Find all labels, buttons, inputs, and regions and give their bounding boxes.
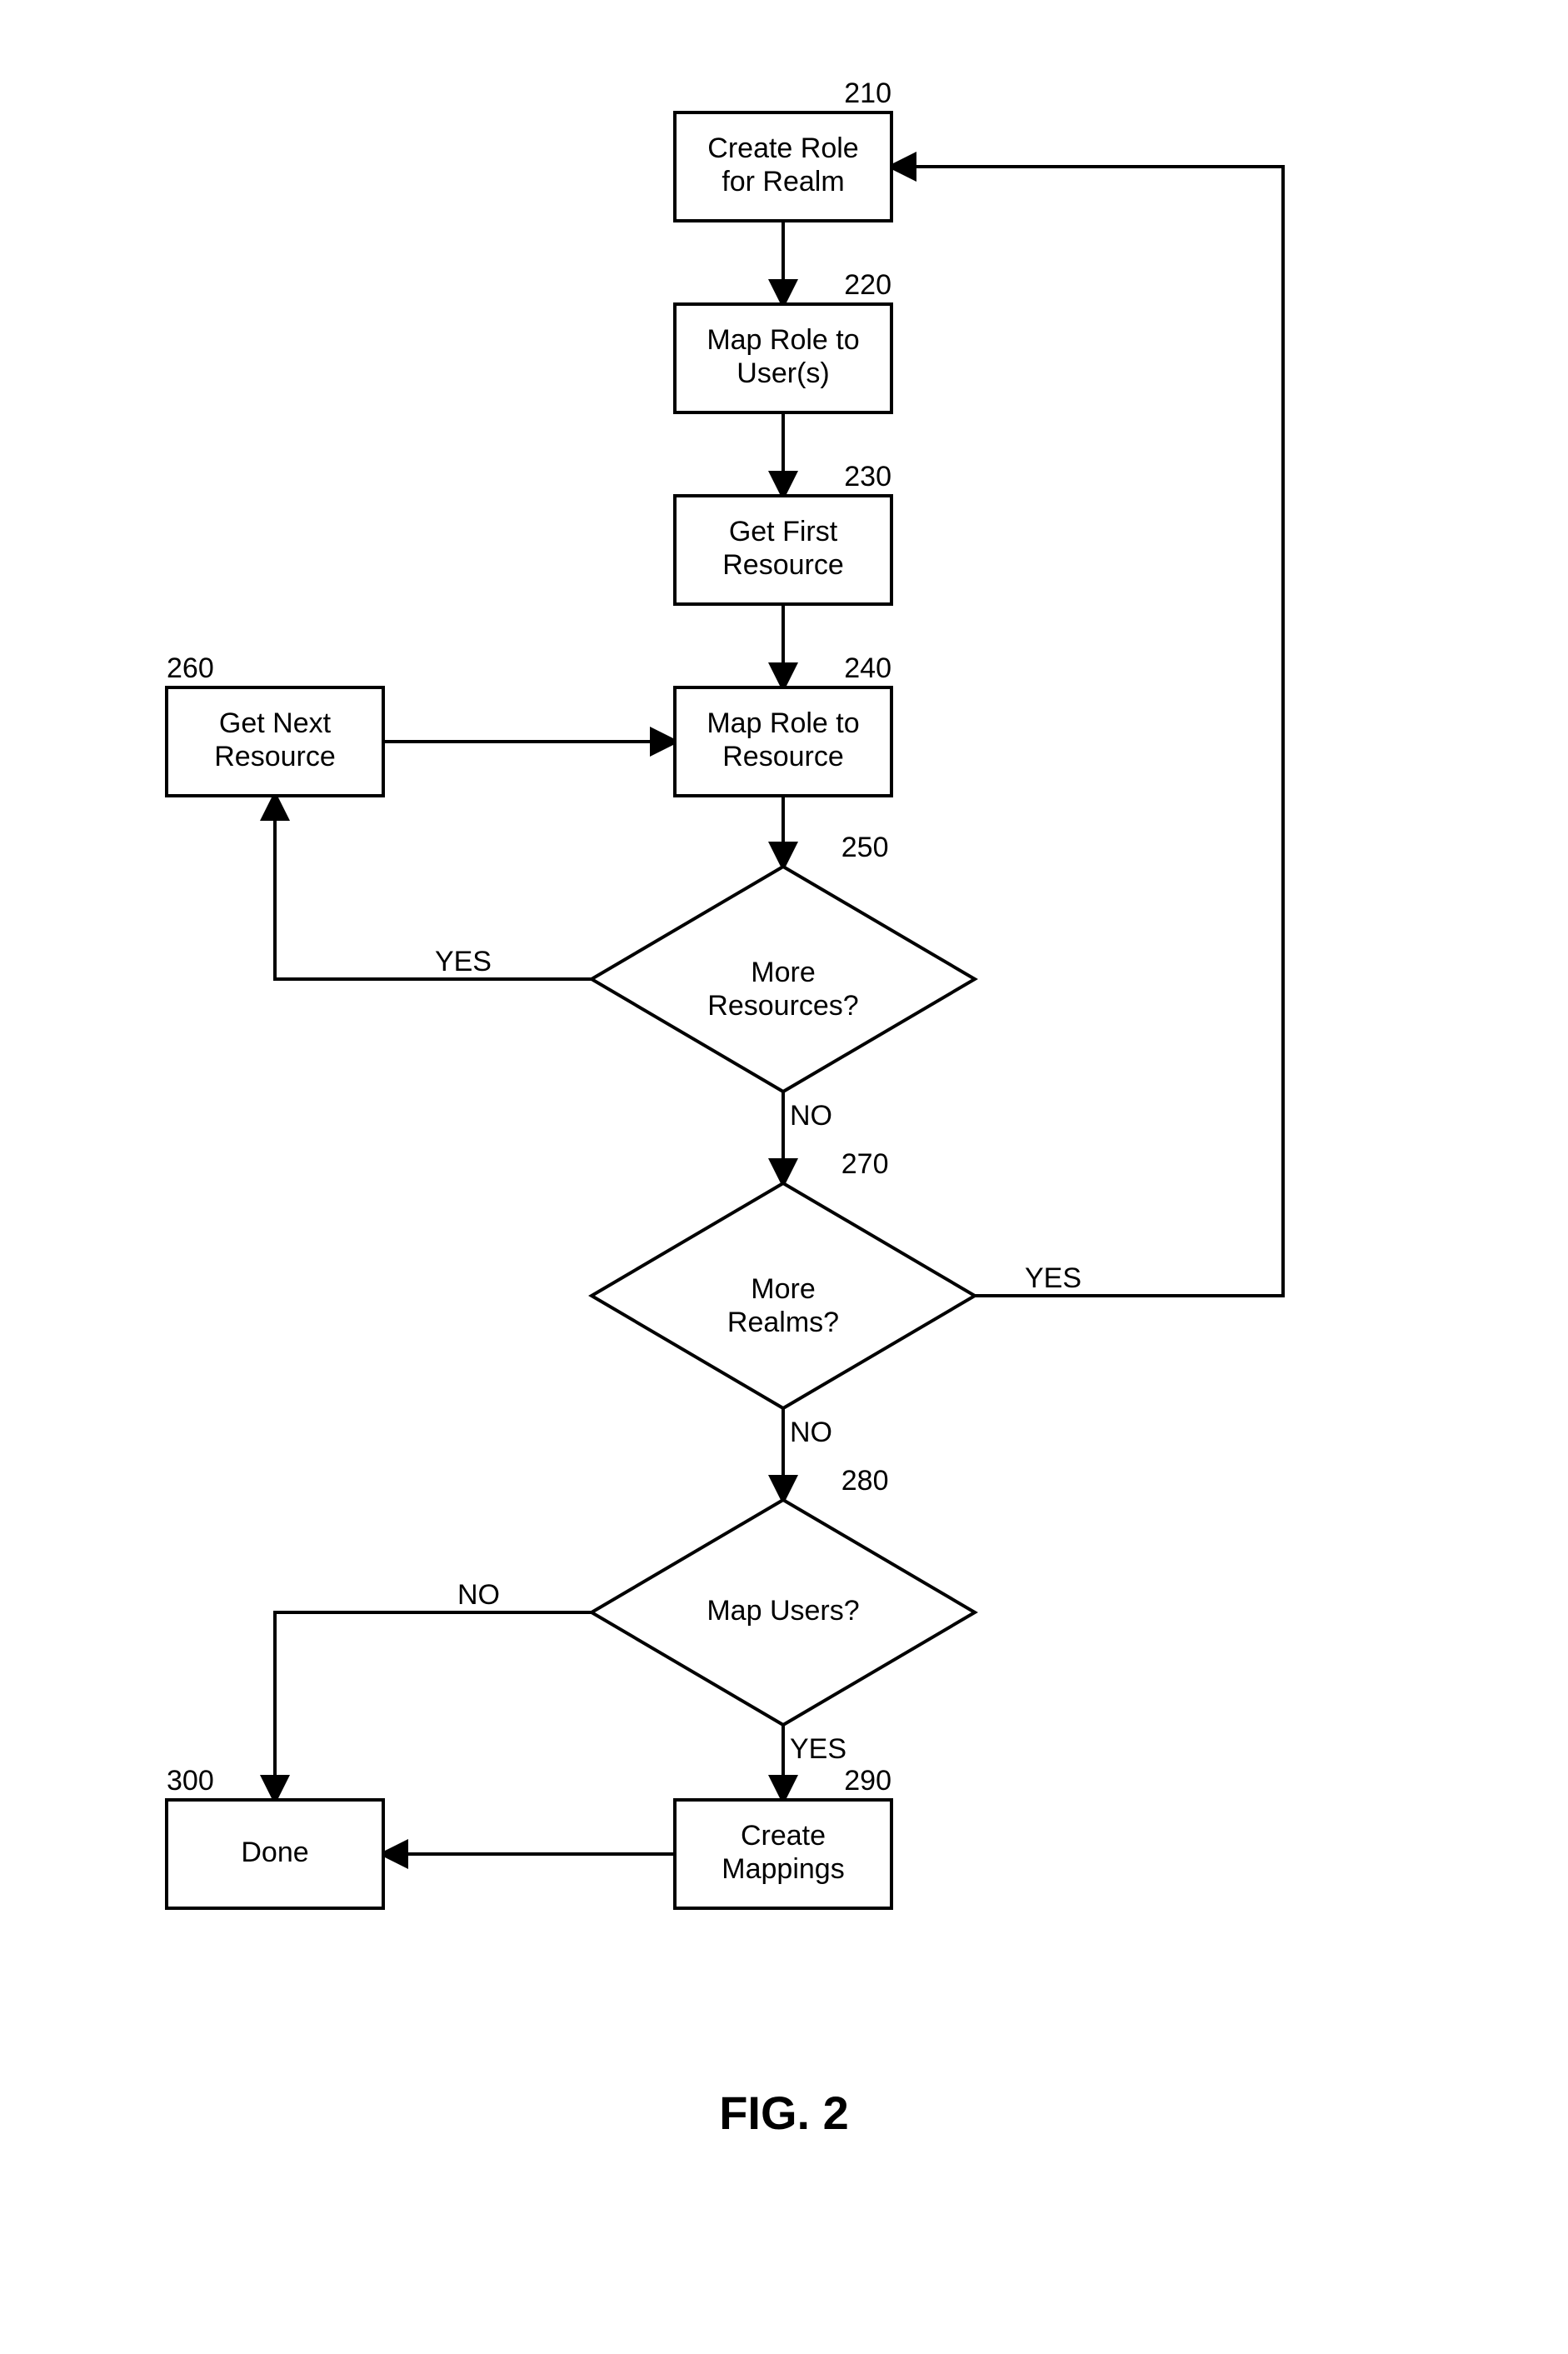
node-n260-number: 260 (167, 652, 214, 684)
node-n230-line1: Resource (722, 549, 844, 581)
node-n290-line0: Create (741, 1820, 826, 1852)
node-n270: MoreRealms? (592, 1183, 975, 1408)
node-n270-line1: Realms? (727, 1307, 839, 1338)
edge-label: YES (790, 1733, 846, 1765)
node-n280-number: 280 (841, 1465, 889, 1497)
nodes-layer: Create Rolefor RealmMap Role toUser(s)Ge… (167, 112, 975, 1908)
node-n250-line1: Resources? (707, 990, 858, 1022)
node-n250-number: 250 (841, 832, 889, 863)
node-n280-line0: Map Users? (707, 1595, 859, 1627)
node-n210-number: 210 (844, 77, 891, 109)
edge-label: NO (790, 1100, 832, 1132)
edge (891, 167, 1283, 1296)
node-n300-line0: Done (241, 1837, 308, 1868)
node-n290-line1: Mappings (722, 1853, 844, 1885)
node-n290-number: 290 (844, 1765, 891, 1797)
node-n240-line0: Map Role to (707, 707, 859, 739)
edge-label: NO (457, 1579, 500, 1611)
node-n230: Get FirstResource (675, 496, 891, 604)
node-n210: Create Rolefor Realm (675, 112, 891, 221)
node-n240-number: 240 (844, 652, 891, 684)
node-n240: Map Role toResource (675, 687, 891, 796)
node-n300: Done (167, 1800, 383, 1908)
node-n280: Map Users? (592, 1500, 975, 1725)
edge-label: NO (790, 1417, 832, 1448)
edge (275, 1612, 592, 1800)
edge (275, 796, 592, 979)
flowchart: Create Rolefor RealmMap Role toUser(s)Ge… (0, 0, 1568, 2354)
node-n260-line1: Resource (214, 741, 336, 772)
node-n220-number: 220 (844, 269, 891, 301)
node-n220-line1: User(s) (737, 357, 829, 389)
node-n220: Map Role toUser(s) (675, 304, 891, 412)
figure-label: FIG. 2 (719, 2087, 849, 2139)
node-n290: CreateMappings (675, 1800, 891, 1908)
node-n270-number: 270 (841, 1148, 889, 1180)
node-n250: MoreResources? (592, 867, 975, 1092)
edge-label: YES (1025, 1262, 1081, 1294)
node-n230-number: 230 (844, 461, 891, 492)
node-n260: Get NextResource (167, 687, 383, 796)
node-n250-line0: More (751, 957, 815, 988)
labels-layer: 210 220 230 240 250 260 270 280 290 300 NO NO YES YES… (167, 77, 1081, 1797)
node-n240-line1: Resource (722, 741, 844, 772)
node-n210-line0: Create Role (707, 132, 858, 164)
node-n300-number: 300 (167, 1765, 214, 1797)
edge-label: YES (435, 946, 492, 977)
node-n230-line0: Get First (729, 516, 838, 547)
node-n210-line1: for Realm (722, 166, 844, 197)
node-n270-line0: More (751, 1273, 815, 1305)
node-n260-line0: Get Next (219, 707, 332, 739)
node-n220-line0: Map Role to (707, 324, 859, 356)
